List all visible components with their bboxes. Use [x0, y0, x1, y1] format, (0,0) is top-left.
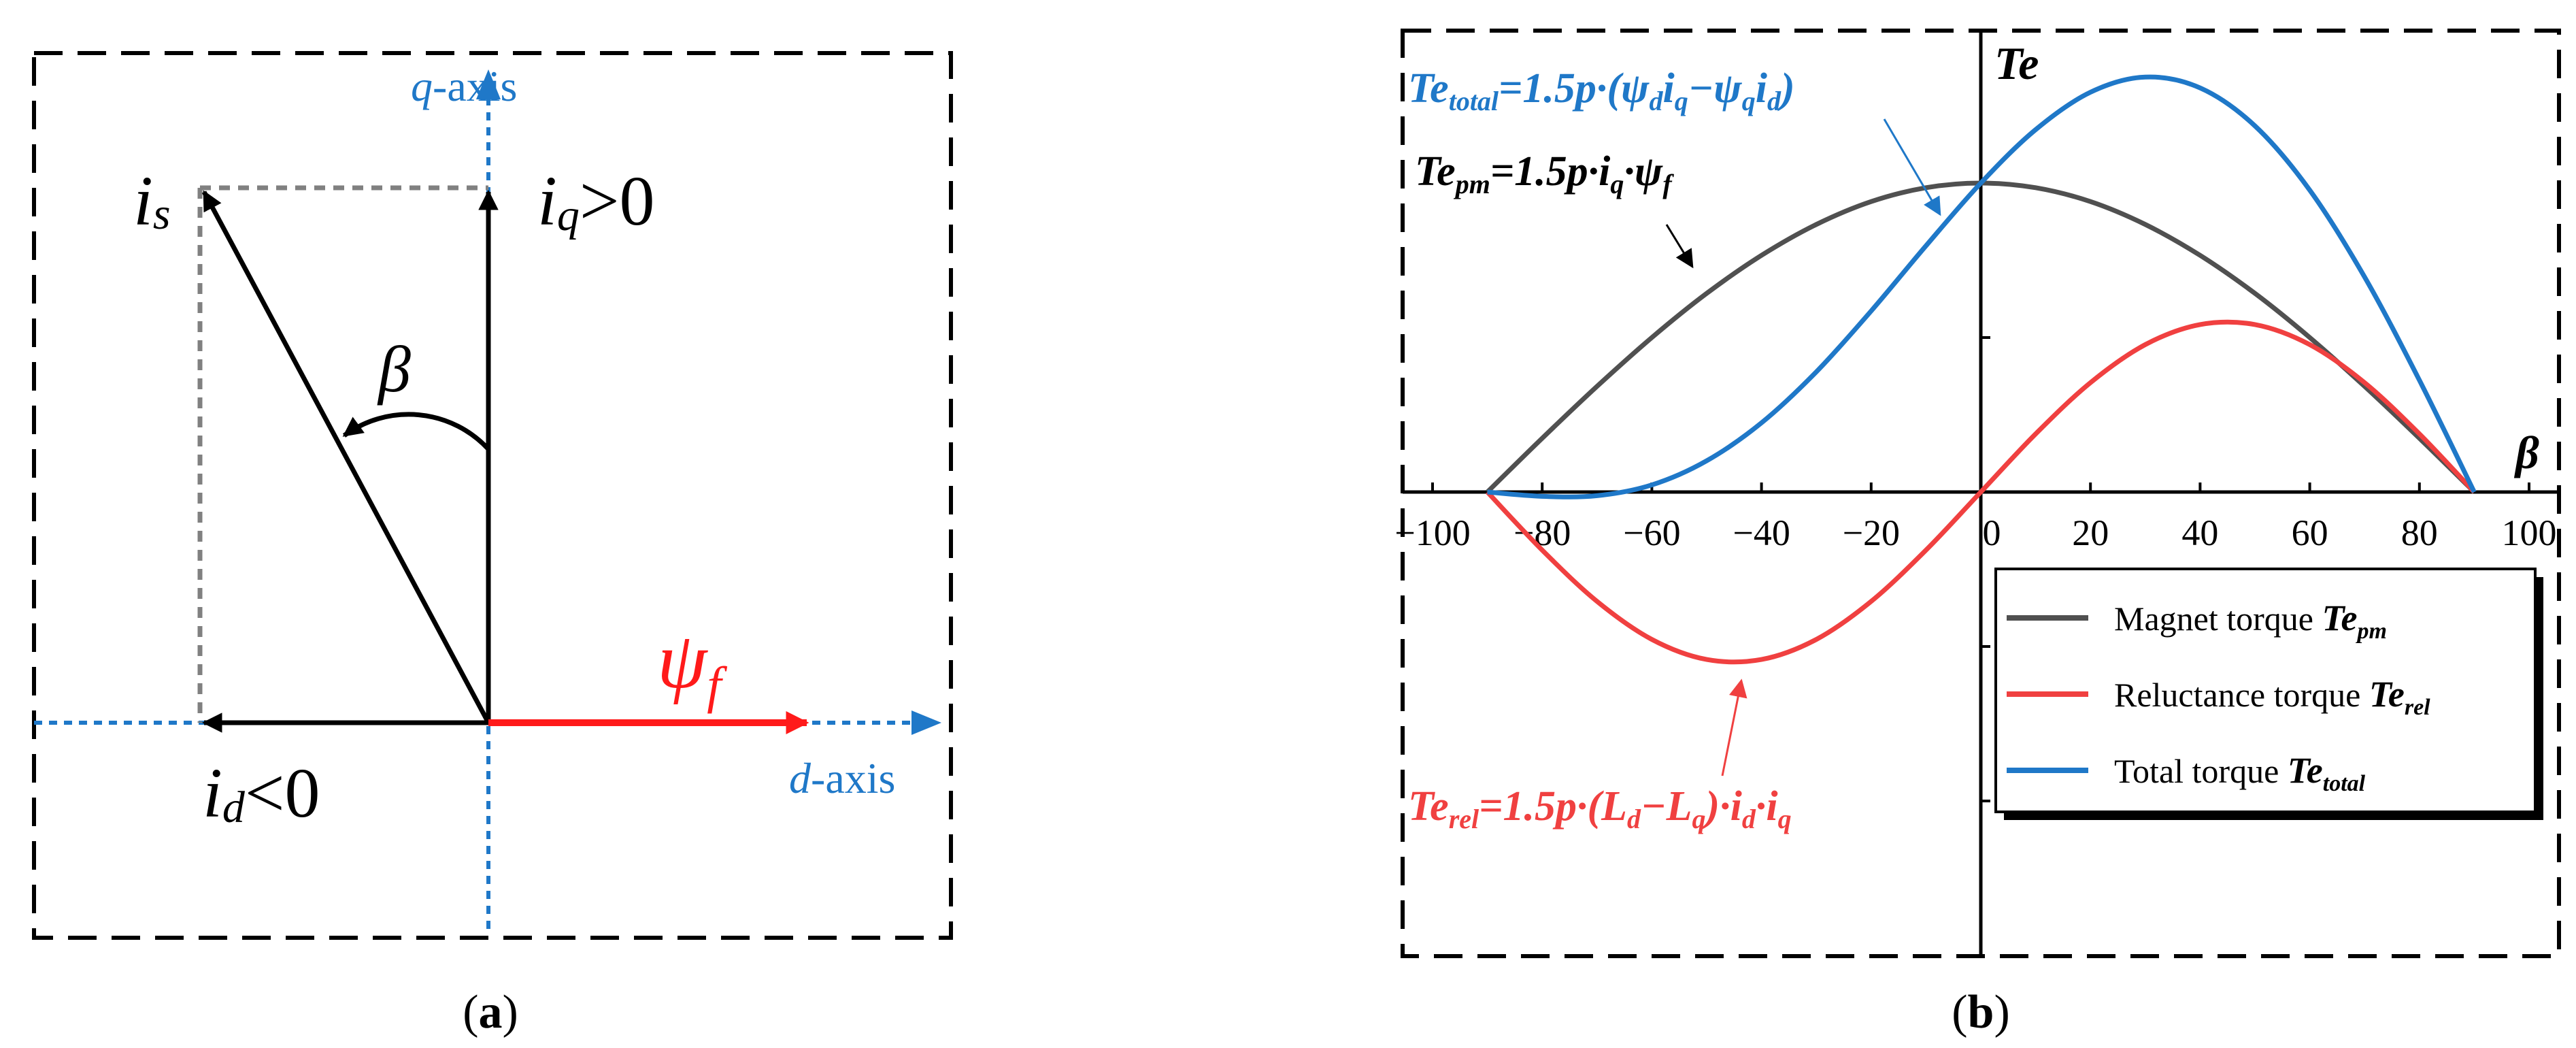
- x-tick-label: −20: [1843, 512, 1900, 553]
- panel-a-caption: (a): [463, 986, 518, 1038]
- beta-angle-arc: [342, 412, 490, 451]
- chart-legend: Magnet torque Tepm Reluctance torque Tere…: [1994, 568, 2543, 820]
- x-tick-label: 20: [2072, 512, 2109, 553]
- panel-b: −100 −80 −60 −40 −20 0 20 40 60 80 100 β Te Tetota…: [1394, 29, 2561, 1038]
- legend-label-pm: Magnet torque Tepm: [2114, 597, 2387, 644]
- formula-total-pointer: [1883, 118, 1941, 216]
- x-tick-label: 80: [2401, 512, 2438, 553]
- d-axis-label: d-axis: [789, 754, 895, 802]
- x-axis-ticks: −100 −80 −60 −40 −20 0 20 40 60 80 100: [1394, 482, 2557, 553]
- q-axis-arrowhead: [476, 69, 501, 99]
- x-tick-label: −60: [1623, 512, 1680, 553]
- panel-b-caption: (b): [1952, 986, 2010, 1038]
- x-tick-label: 100: [2502, 512, 2557, 553]
- id-label: id<0: [203, 754, 320, 832]
- x-tick-label: 40: [2181, 512, 2218, 553]
- panel-a-frame: [32, 51, 953, 940]
- is-label: is: [133, 162, 171, 240]
- series-line-total: [1487, 74, 2477, 500]
- x-tick-label: −100: [1394, 512, 1470, 553]
- formula-total: Tetotal=1.5p·(ψdiq−ψqid): [1408, 65, 1795, 116]
- psi-f-label: ψf: [657, 616, 727, 714]
- d-axis-arrowhead: [911, 710, 941, 735]
- legend-label-rel: Reluctance torque Terel: [2114, 674, 2430, 720]
- x-tick-label: 0: [1983, 512, 2001, 553]
- x-axis-title: β: [2513, 427, 2539, 478]
- formula-rel: Terel=1.5p·(Ld−Lq)·id·iq: [1408, 783, 1792, 834]
- x-tick-label: −40: [1733, 512, 1790, 553]
- chart-curves: [1486, 74, 2477, 665]
- iq-label: iq>0: [537, 162, 655, 240]
- legend-label-total: Total torque Tetotal: [2114, 750, 2366, 796]
- panel-a: q-axis d-axis is iq>0 id<0 β ψf (a): [32, 51, 953, 1038]
- series-line-rel: [1486, 319, 2476, 665]
- y-axis-title: Te: [1994, 37, 2039, 89]
- beta-label: β: [377, 333, 411, 406]
- formula-pm-pointer: [1665, 224, 1694, 269]
- formula-rel-pointer: [1721, 678, 1747, 776]
- is-vector: [201, 190, 491, 724]
- formula-pm: Tepm=1.5p·iq·ψf: [1415, 148, 1674, 199]
- q-axis-label: q-axis: [411, 62, 517, 110]
- x-tick-label: 60: [2292, 512, 2328, 553]
